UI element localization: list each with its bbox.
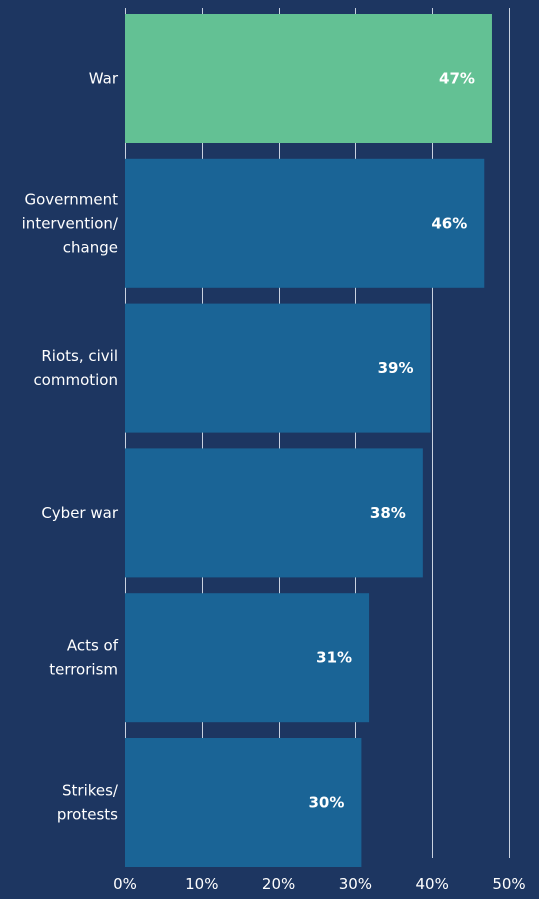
data-label: 31% bbox=[316, 649, 352, 667]
category-label: commotion bbox=[33, 371, 118, 389]
category-label: Acts of bbox=[67, 637, 119, 655]
category-label: Riots, civil bbox=[41, 347, 118, 365]
category-labels: War Government intervention/change Riots, c… bbox=[22, 70, 119, 824]
category-label: Cyber war bbox=[41, 504, 118, 522]
category-label: change bbox=[63, 238, 118, 256]
x-axis-ticks: 0% 10% 20% 30% 40% 50% bbox=[113, 875, 526, 893]
bar bbox=[125, 448, 423, 578]
data-label: 39% bbox=[378, 359, 414, 377]
category-label: War bbox=[89, 70, 119, 88]
x-tick-label: 10% bbox=[185, 875, 218, 893]
bars bbox=[125, 14, 492, 867]
category-label: protests bbox=[57, 806, 118, 824]
category-label: intervention/ bbox=[22, 214, 119, 232]
category-label: Strikes/ bbox=[62, 782, 119, 800]
bar bbox=[125, 303, 431, 433]
data-label: 46% bbox=[431, 214, 467, 232]
category-label: Government bbox=[24, 190, 118, 208]
data-label: 30% bbox=[308, 794, 344, 812]
value-labels: 47% 46% 39% 38% 31% 30% bbox=[308, 70, 474, 812]
bar bbox=[125, 738, 362, 867]
data-label: 38% bbox=[370, 504, 406, 522]
x-tick-label: 0% bbox=[113, 875, 137, 893]
bar bbox=[125, 158, 485, 288]
x-tick-label: 20% bbox=[262, 875, 295, 893]
gridlines bbox=[125, 8, 510, 858]
bar bbox=[125, 14, 492, 143]
bar bbox=[125, 593, 370, 723]
x-tick-label: 50% bbox=[492, 875, 525, 893]
category-label: terrorism bbox=[49, 661, 118, 679]
x-tick-label: 40% bbox=[416, 875, 449, 893]
data-label: 47% bbox=[439, 70, 475, 88]
x-tick-label: 30% bbox=[339, 875, 372, 893]
